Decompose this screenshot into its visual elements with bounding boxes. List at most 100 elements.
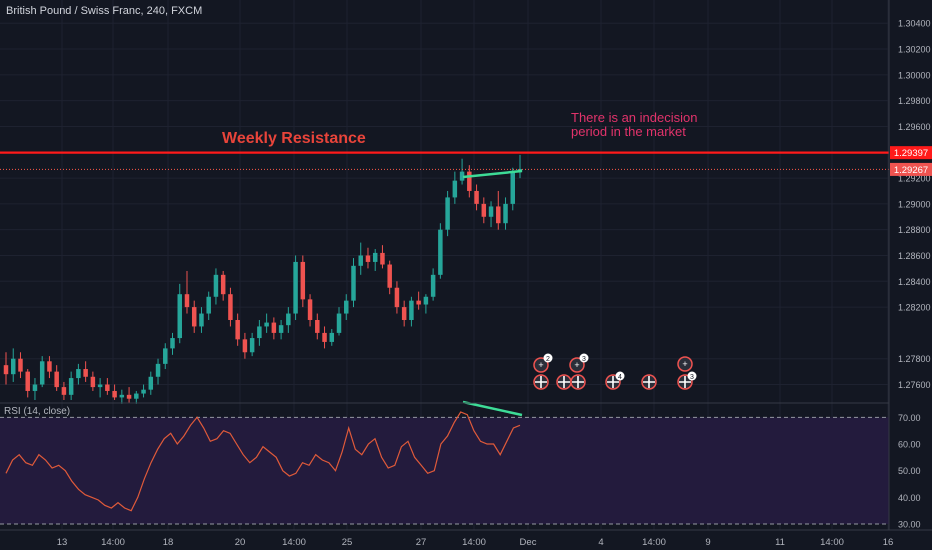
- price-tick-label: 1.29200: [898, 174, 931, 184]
- price-tick-label: 1.28600: [898, 251, 931, 261]
- candle: [503, 197, 508, 230]
- price-tick-label: 1.30200: [898, 45, 931, 55]
- candle: [105, 378, 110, 395]
- candle: [372, 249, 378, 271]
- candle: [286, 307, 291, 333]
- candle: [300, 255, 306, 308]
- candle: [488, 201, 494, 228]
- price-tick-label: 1.27600: [898, 380, 931, 390]
- candle: [25, 369, 30, 398]
- candle: [32, 378, 38, 400]
- time-tick-label: 14:00: [101, 537, 125, 548]
- event-flag-icon[interactable]: + 3: [569, 353, 589, 373]
- candle: [97, 378, 103, 398]
- badge-count: 3: [582, 356, 586, 363]
- candle: [474, 184, 479, 211]
- candle: [141, 384, 146, 398]
- candle: [293, 255, 298, 320]
- candlestick-series: [3, 154, 523, 404]
- rsi-tick-label: 30.00: [898, 520, 921, 530]
- uk-flag-icon[interactable]: 3: [677, 371, 697, 390]
- time-tick-label: 20: [235, 537, 246, 548]
- candle: [394, 281, 400, 314]
- candle: [3, 352, 9, 385]
- candle: [430, 268, 436, 301]
- time-tick-label: 14:00: [462, 537, 486, 548]
- candle: [481, 197, 487, 224]
- rsi-axis-ticks: 70.00 60.00 50.00 40.00 30.00: [898, 413, 921, 530]
- candle: [68, 371, 74, 400]
- candle: [220, 270, 226, 301]
- candle: [199, 307, 204, 333]
- candle: [387, 260, 392, 295]
- candle: [409, 296, 414, 327]
- rsi-divergence-trendline: [462, 400, 523, 417]
- resistance-price-tag: 1.29397: [890, 146, 932, 160]
- badge-count: 2: [546, 356, 550, 363]
- last-price-tag: 1.29267: [890, 162, 932, 176]
- uk-flag-icon[interactable]: [641, 374, 657, 390]
- candle: [206, 291, 211, 320]
- time-tick-label: 16: [883, 537, 894, 548]
- candle: [191, 300, 197, 333]
- candle: [278, 320, 284, 340]
- candle: [155, 358, 161, 385]
- candle: [177, 283, 182, 344]
- candle: [467, 165, 472, 198]
- symbol-title: British Pound / Swiss Franc, 240, FXCM: [6, 5, 202, 17]
- price-axis[interactable]: [889, 0, 932, 530]
- uk-flag-icon[interactable]: [556, 374, 572, 390]
- rsi-line: [5, 411, 521, 512]
- svg-text:1.29397: 1.29397: [894, 148, 928, 159]
- candle: [235, 313, 240, 346]
- event-flag-icon[interactable]: + 2: [533, 353, 553, 373]
- price-trendline: [462, 169, 523, 179]
- time-tick-label: 25: [342, 537, 353, 548]
- candle: [126, 387, 132, 403]
- candle: [438, 223, 443, 279]
- candle: [496, 190, 501, 230]
- price-tick-label: 1.29600: [898, 122, 931, 132]
- svg-text:+: +: [538, 360, 543, 370]
- time-tick-label: 9: [705, 537, 710, 548]
- candle: [213, 268, 219, 305]
- price-tick-label: 1.28200: [898, 303, 931, 313]
- time-axis[interactable]: 13 14:00 18 20 14:00 25 27 14:00 Dec 4 14:00 9 11 14:…: [57, 537, 894, 548]
- candle: [148, 371, 154, 395]
- candle: [452, 171, 458, 204]
- time-tick-label: 13: [57, 537, 68, 548]
- time-tick-label: 4: [598, 537, 603, 548]
- event-flag-icon[interactable]: +: [677, 356, 693, 372]
- rsi-tick-label: 60.00: [898, 440, 921, 450]
- candle: [459, 158, 465, 185]
- candle: [47, 356, 52, 379]
- badge-count: 3: [690, 374, 694, 381]
- event-badges[interactable]: + 2 + 3 + 4 3: [533, 353, 697, 390]
- candle: [184, 270, 190, 314]
- uk-flag-icon[interactable]: [533, 374, 549, 390]
- candle: [336, 307, 342, 336]
- svg-text:+: +: [682, 359, 687, 369]
- price-axis-ticks: 1.30400 1.30200 1.30000 1.29800 1.29600 1.292…: [898, 19, 931, 390]
- candle: [358, 242, 363, 275]
- indecision-note-line1: There is an indecision: [571, 110, 697, 125]
- candle: [271, 317, 277, 340]
- time-tick-label: 18: [163, 537, 174, 548]
- candle: [307, 294, 313, 327]
- candle: [257, 320, 262, 346]
- indecision-note-line2: period in the market: [571, 124, 686, 139]
- candle: [242, 332, 248, 359]
- candle: [315, 313, 320, 340]
- price-tick-label: 1.28400: [898, 277, 931, 287]
- uk-flag-icon[interactable]: [570, 374, 586, 390]
- time-tick-label: 27: [416, 537, 427, 548]
- candle: [416, 291, 421, 310]
- candle: [83, 361, 88, 382]
- price-tick-label: 1.27800: [898, 354, 931, 364]
- uk-flag-icon[interactable]: 4: [605, 371, 625, 390]
- candle: [329, 329, 335, 346]
- time-tick-label: 14:00: [282, 537, 306, 548]
- candle: [18, 352, 23, 379]
- price-tick-label: 1.28800: [898, 225, 931, 235]
- rsi-tick-label: 70.00: [898, 413, 921, 423]
